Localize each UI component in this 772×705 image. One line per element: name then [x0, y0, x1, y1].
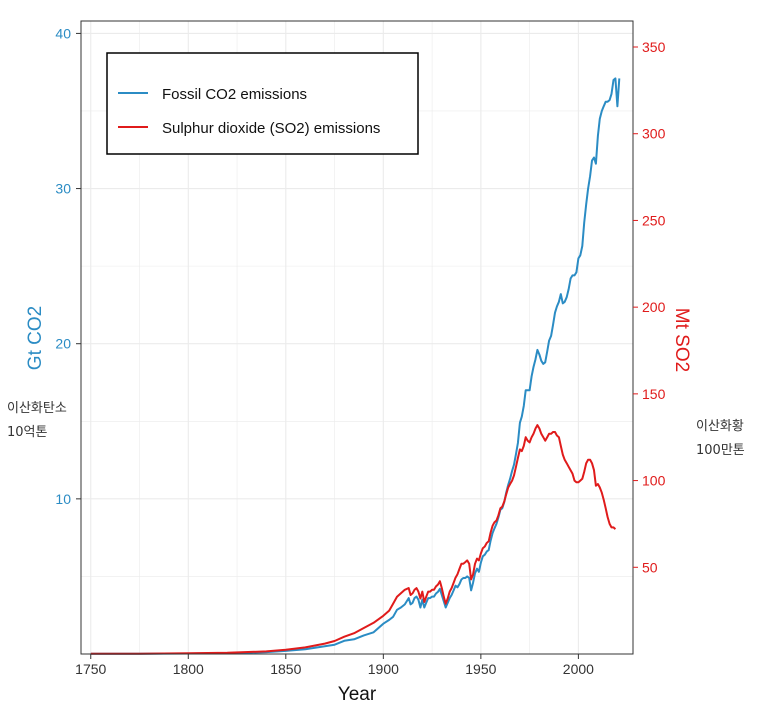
- y-right-tick-label: 350: [642, 39, 666, 55]
- y-left-tick-label: 10: [55, 491, 71, 507]
- y-right-tick-label: 100: [642, 473, 666, 489]
- y-right-tick-label: 250: [642, 212, 666, 228]
- y-right-tick-label: 300: [642, 126, 666, 142]
- y-right-tick-label: 150: [642, 386, 666, 402]
- x-tick-label: 1950: [465, 661, 496, 677]
- x-tick-label: 1850: [270, 661, 301, 677]
- y-axis-right: 50 100 150 200 250 300 350: [633, 39, 666, 575]
- series-line-1: [90, 424, 617, 655]
- y-left-tick-label: 30: [55, 181, 71, 197]
- right-unit-note-line2: 100만톤: [696, 443, 745, 458]
- series-line-0: [90, 77, 621, 655]
- y-left-tick-label: 40: [55, 25, 71, 41]
- x-tick-label: 1750: [75, 661, 106, 677]
- y-left-tick-label: 20: [55, 336, 71, 352]
- legend: Fossil CO2 emissions Sulphur dioxide (SO…: [106, 52, 419, 155]
- x-axis: 1750 1800 1850 1900 1950 2000: [75, 654, 594, 677]
- left-unit-note: 이산화탄소 10억톤: [7, 397, 67, 445]
- series-lines: [90, 77, 621, 655]
- y-right-tick-label: 200: [642, 299, 666, 315]
- right-unit-note-line1: 이산화황: [696, 419, 744, 434]
- y-axis-left: 10 20 30 40: [55, 25, 81, 507]
- legend-box: [106, 52, 419, 155]
- x-tick-label: 1900: [368, 661, 399, 677]
- y-axis-left-title: Gt CO2: [25, 306, 46, 370]
- right-unit-note: 이산화황 100만톤: [696, 415, 745, 463]
- plot-panel-border: [80, 20, 634, 655]
- x-tick-label: 2000: [563, 661, 594, 677]
- y-axis-right-title: Mt SO2: [671, 308, 692, 372]
- left-unit-note-line2: 10억톤: [7, 425, 48, 440]
- x-tick-label: 1800: [173, 661, 204, 677]
- y-right-tick-label: 50: [642, 559, 658, 575]
- left-unit-note-line1: 이산화탄소: [7, 401, 67, 416]
- x-axis-title: Year: [338, 684, 377, 705]
- legend-label-so2: Sulphur dioxide (SO2) emissions: [162, 120, 380, 137]
- legend-label-co2: Fossil CO2 emissions: [162, 86, 307, 103]
